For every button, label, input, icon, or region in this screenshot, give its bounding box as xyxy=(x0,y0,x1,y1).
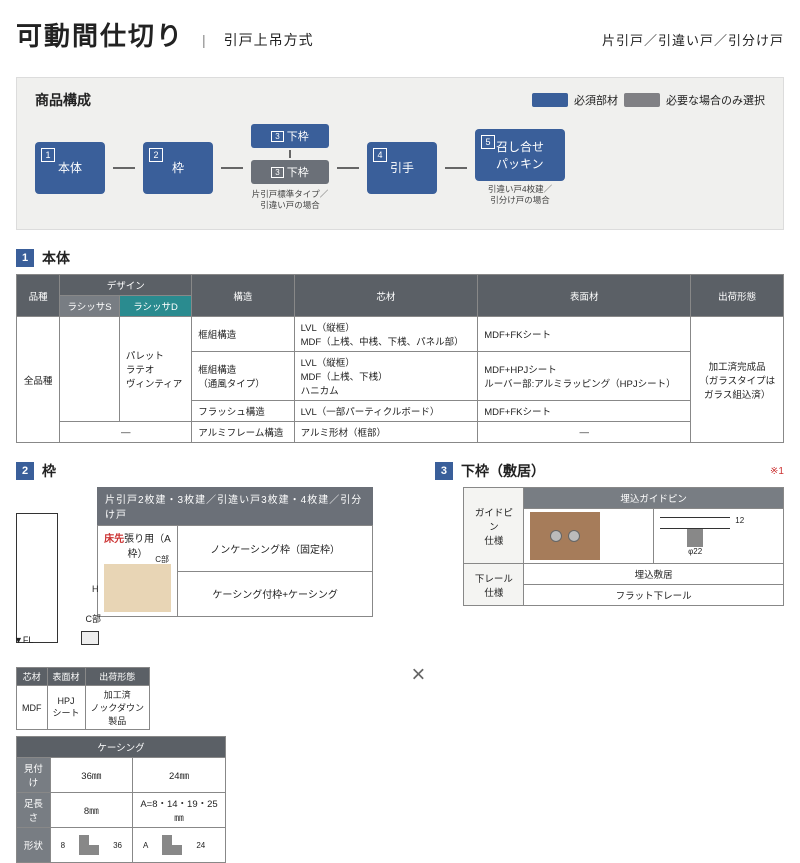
frame-section: C部 ▼FL 片引戸2枚建・3枚建／引違い戸3枚建・4枚建／引分け戸 床先張り用… xyxy=(16,487,373,863)
th-design-s: ラシッサS xyxy=(60,296,120,317)
cell-ship: 加工済完成品 （ガラスタイプは ガラス組込済） xyxy=(691,317,784,443)
cell-guidepin-image xyxy=(524,509,654,564)
flow-node-1: 1本体 xyxy=(35,142,105,194)
door-illustration: C部 ▼FL xyxy=(16,493,91,643)
flow-node-5: 5召し合せ パッキン xyxy=(475,129,565,181)
legend: 必須部材 必要な場合のみ選択 xyxy=(532,92,765,108)
cell-guidepin-spec: ガイドピン 仕様 xyxy=(464,488,524,564)
cell-noncasing: ノンケーシング枠（固定枠） xyxy=(178,526,373,572)
flow-node-2: 2枠 xyxy=(143,142,213,194)
page-subtitle: 引戸上吊方式 xyxy=(224,30,314,50)
section-2-title: 枠 xyxy=(42,461,56,481)
legend-optional-swatch xyxy=(624,93,660,107)
cell-rail-spec: 下レール 仕様 xyxy=(464,564,524,606)
times-symbol: × xyxy=(403,661,433,689)
legend-required-label: 必須部材 xyxy=(574,92,618,108)
cell-kind: 全品種 xyxy=(17,317,60,443)
cell-surf-2: MDF+HPJシート ルーバー部:アルミラッピング（HPJシート） xyxy=(478,352,691,401)
legend-optional-label: 必要な場合のみ選択 xyxy=(666,92,765,108)
frame-table-head: 片引戸2枚建・3枚建／引違い戸3枚建・4枚建／引分け戸 xyxy=(97,487,373,525)
th-design: デザイン xyxy=(60,275,192,296)
cell-design-d: パレット ラテオ ヴィンティア xyxy=(119,317,191,422)
cell-casing: ケーシング付枠+ケーシング xyxy=(178,571,373,617)
body-spec-table: 品種 デザイン 構造 芯材 表面材 出荷形態 ラシッサS ラシッサD 全品種 パ… xyxy=(16,274,784,443)
page-title: 可動間仕切り xyxy=(16,16,184,53)
sill-table: ガイドピン 仕様 埋込ガイドピン 12 φ22 下レール 仕様 埋込敷居 フラッ xyxy=(463,487,784,606)
section-3-note: ※1 xyxy=(770,466,784,477)
flow-node-3-group: 3下枠 3下枠 片引戸標準タイプ／ 引違い戸の場合 xyxy=(251,124,329,211)
flow-node-3b: 3下枠 xyxy=(251,160,329,184)
cell-core-2: LVL（縦框） MDF（上桟、下桟） ハニカム xyxy=(294,352,478,401)
flow-node-3a: 3下枠 xyxy=(251,124,329,148)
cell-surf-1: MDF+FKシート xyxy=(478,317,691,352)
flow-note-3: 片引戸標準タイプ／ 引違い戸の場合 xyxy=(252,189,329,211)
cell-core-1: LVL（縦框） MDF（上桟、中桟、下桟、パネル部） xyxy=(294,317,478,352)
flow-note-5: 引違い戸4枚建／ 引分け戸の場合 xyxy=(488,184,552,206)
cell-struct-1: 框組構造 xyxy=(192,317,294,352)
section-2-number: 2 xyxy=(16,462,34,480)
legend-required-swatch xyxy=(532,93,568,107)
section-1-number: 1 xyxy=(16,249,34,267)
cell-struct-3: フラッシュ構造 xyxy=(192,401,294,422)
mini-tables: 芯材表面材出荷形態 MDFHPJ シート加工済 ノックダウン 製品 xyxy=(16,667,373,730)
cell-core-3: LVL（一部パーティクルボード） xyxy=(294,401,478,422)
cell-surf-3: MDF+FKシート xyxy=(478,401,691,422)
th-guidepin: 埋込ガイドピン xyxy=(524,488,784,509)
composition-panel: 商品構成 必須部材 必要な場合のみ選択 1本体 2枠 3下枠 3下枠 片引戸標準… xyxy=(16,77,784,230)
cell-core-4: アルミ形材（框部） xyxy=(294,422,478,443)
th-surf: 表面材 xyxy=(478,275,691,317)
th-struct: 構造 xyxy=(192,275,294,317)
flow-node-4: 4引手 xyxy=(367,142,437,194)
cell-flat-rail: フラット下レール xyxy=(524,585,784,606)
section-3-title: 下枠（敷居） xyxy=(461,461,545,481)
flow-diagram: 1本体 2枠 3下枠 3下枠 片引戸標準タイプ／ 引違い戸の場合 4引手 5召し… xyxy=(35,124,765,211)
cell-guidepin-diagram: 12 φ22 xyxy=(654,509,784,564)
th-core: 芯材 xyxy=(294,275,478,317)
cell-surf-4: — xyxy=(478,422,691,443)
th-kind: 品種 xyxy=(17,275,60,317)
section-1-title: 本体 xyxy=(42,248,70,268)
section-3-number: 3 xyxy=(435,462,453,480)
composition-title: 商品構成 xyxy=(35,90,91,110)
sill-section: ガイドピン 仕様 埋込ガイドピン 12 φ22 下レール 仕様 埋込敷居 フラッ xyxy=(463,487,784,606)
cell-struct-4: アルミフレーム構造 xyxy=(192,422,294,443)
cell-design-dash: — xyxy=(60,422,192,443)
th-ship: 出荷形態 xyxy=(691,275,784,317)
th-design-d: ラシッサD xyxy=(119,296,191,317)
header-right: 片引戸／引違い戸／引分け戸 xyxy=(602,30,784,49)
title-separator: | xyxy=(202,32,206,48)
cell-design-s xyxy=(60,317,120,422)
cell-struct-2: 框組構造 （通風タイプ） xyxy=(192,352,294,401)
frame-table: 床先張り用（A枠） C部 H ノンケーシング枠（固定枠） ケーシング付枠+ケーシ… xyxy=(97,525,373,617)
cell-embed-sill: 埋込敷居 xyxy=(524,564,784,585)
